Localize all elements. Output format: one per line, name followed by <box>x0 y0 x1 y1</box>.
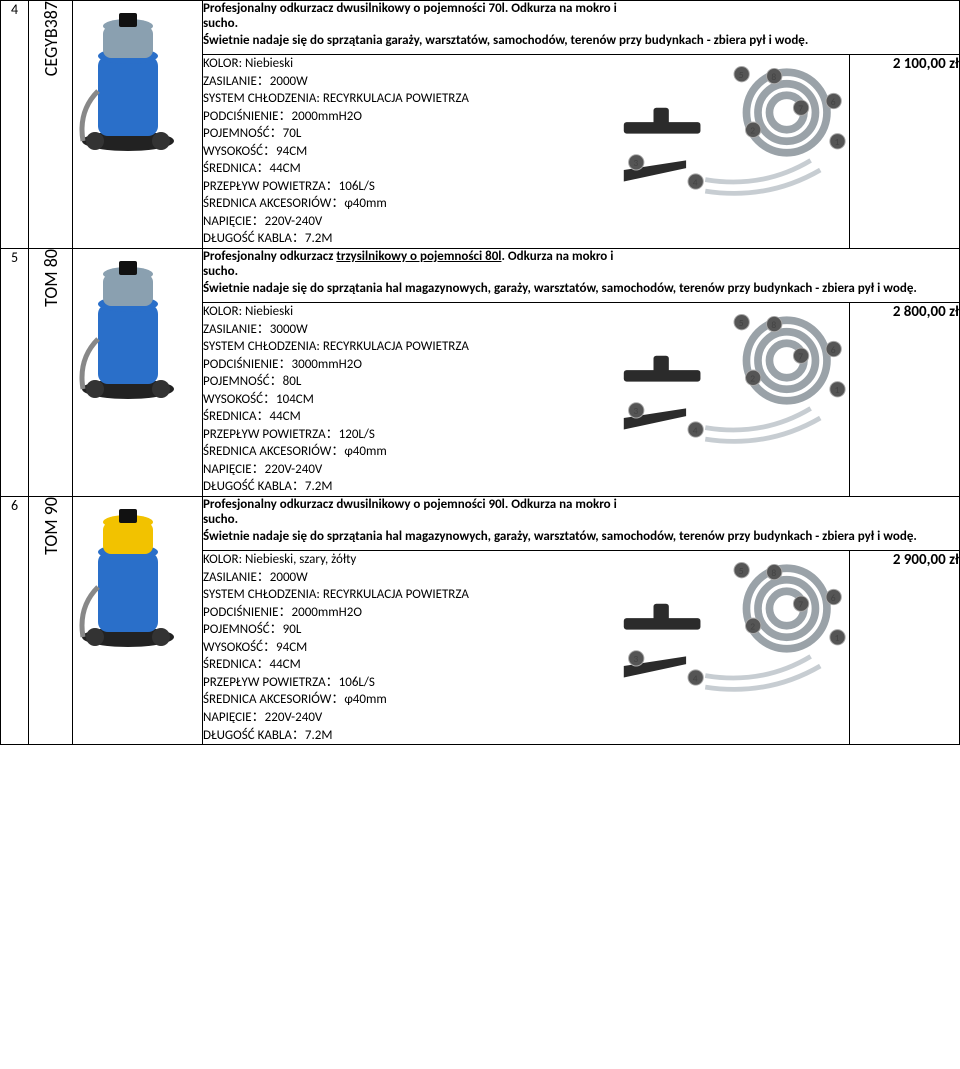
product-title-prefix: Profesjonalny odkurzacz <box>203 249 336 264</box>
accessory-label: 3 <box>633 653 638 665</box>
accessory-label: 2 <box>750 125 755 137</box>
vacuum-illustration <box>73 1 183 161</box>
spec-line: DŁUGOŚĆ KABLA：7.2M <box>203 230 849 248</box>
accessory-label: 8 <box>771 319 776 331</box>
accessory-label: 7 <box>798 351 803 363</box>
accessory-label: 2 <box>750 373 755 385</box>
accessory-label: 6 <box>831 96 836 108</box>
accessory-label: 7 <box>798 599 803 611</box>
product-code-cell: TOM 80 <box>29 249 73 497</box>
accessory-illustration: 1 2 3 4 5 6 7 8 <box>619 551 849 695</box>
row-number: 4 <box>1 1 29 249</box>
product-title-suffix: . Odkurza na mokro i <box>505 497 617 512</box>
product-price: 2 800,00 zł <box>850 303 960 497</box>
product-title-line2: sucho. <box>203 512 959 527</box>
product-spec-cell: KOLOR: NiebieskiZASILANIE：3000WSYSTEM CH… <box>203 303 850 497</box>
product-code: TOM 80 <box>40 249 62 307</box>
accessory-label: 5 <box>739 69 744 81</box>
accessory-label: 6 <box>831 592 836 604</box>
product-code: CEGYB387 <box>40 1 62 76</box>
product-image-cell <box>73 497 203 745</box>
product-title-line2: sucho. <box>203 264 959 279</box>
product-code-cell: CEGYB387 <box>29 1 73 249</box>
product-spec-cell: KOLOR: Niebieski, szary, żółtyZASILANIE：… <box>203 551 850 745</box>
vacuum-illustration <box>73 249 183 409</box>
accessory-label: 4 <box>693 176 698 188</box>
accessory-label: 3 <box>633 405 638 417</box>
accessory-label: 1 <box>835 632 840 644</box>
spec-line: DŁUGOŚĆ KABLA：7.2M <box>203 478 849 496</box>
product-title-prefix: Profesjonalny odkurzacz <box>203 1 336 16</box>
accessory-label: 5 <box>739 565 744 577</box>
accessory-label: 1 <box>835 384 840 396</box>
product-title-prefix: Profesjonalny odkurzacz <box>203 497 336 512</box>
accessory-label: 3 <box>633 157 638 169</box>
product-code-cell: TOM 90 <box>29 497 73 745</box>
spec-line: DŁUGOŚĆ KABLA：7.2M <box>203 727 849 745</box>
accessory-label: 1 <box>835 136 840 148</box>
product-table: 4 CEGYB387 Profesjonalny odkurzacz dwusil… <box>0 0 960 745</box>
product-subtitle: Świetnie nadaje się do sprzątania hal ma… <box>203 529 959 544</box>
product-header-cell: Profesjonalny odkurzacz trzysilnikowy o … <box>203 249 960 303</box>
accessory-label: 7 <box>798 103 803 115</box>
product-title-suffix: . Odkurza na mokro i <box>505 1 617 16</box>
product-title-line2: sucho. <box>203 16 959 31</box>
accessory-illustration: 1 2 3 4 5 6 7 8 <box>619 55 849 199</box>
accessory-label: 6 <box>831 344 836 356</box>
product-subtitle: Świetnie nadaje się do sprzątania hal ma… <box>203 281 959 296</box>
row-number: 5 <box>1 249 29 497</box>
product-title-mid: dwusilnikowy o pojemności 70l <box>336 1 505 16</box>
product-image-cell <box>73 249 203 497</box>
product-code: TOM 90 <box>40 497 62 555</box>
spec-line: NAPIĘCIE：220V-240V <box>203 213 849 231</box>
product-price: 2 100,00 zł <box>850 55 960 249</box>
accessory-illustration: 1 2 3 4 5 6 7 8 <box>619 303 849 447</box>
accessory-label: 2 <box>750 621 755 633</box>
product-spec-cell: KOLOR: NiebieskiZASILANIE：2000WSYSTEM CH… <box>203 55 850 249</box>
accessory-label: 4 <box>693 424 698 436</box>
product-title-mid: dwusilnikowy o pojemności 90l <box>336 497 505 512</box>
product-price: 2 900,00 zł <box>850 551 960 745</box>
accessory-label: 8 <box>771 567 776 579</box>
product-header-cell: Profesjonalny odkurzacz dwusilnikowy o p… <box>203 497 960 551</box>
product-header-cell: Profesjonalny odkurzacz dwusilnikowy o p… <box>203 1 960 55</box>
product-image-cell <box>73 1 203 249</box>
accessory-label: 8 <box>771 71 776 83</box>
accessory-label: 4 <box>693 672 698 684</box>
product-title-mid: trzysilnikowy o pojemności 80l <box>336 249 501 264</box>
spec-line: NAPIĘCIE：220V-240V <box>203 461 849 479</box>
vacuum-illustration <box>73 497 183 657</box>
product-subtitle: Świetnie nadaje się do sprzątania garaży… <box>203 33 959 48</box>
row-number: 6 <box>1 497 29 745</box>
spec-line: NAPIĘCIE：220V-240V <box>203 709 849 727</box>
product-title-suffix: . Odkurza na mokro i <box>501 249 613 264</box>
accessory-label: 5 <box>739 317 744 329</box>
